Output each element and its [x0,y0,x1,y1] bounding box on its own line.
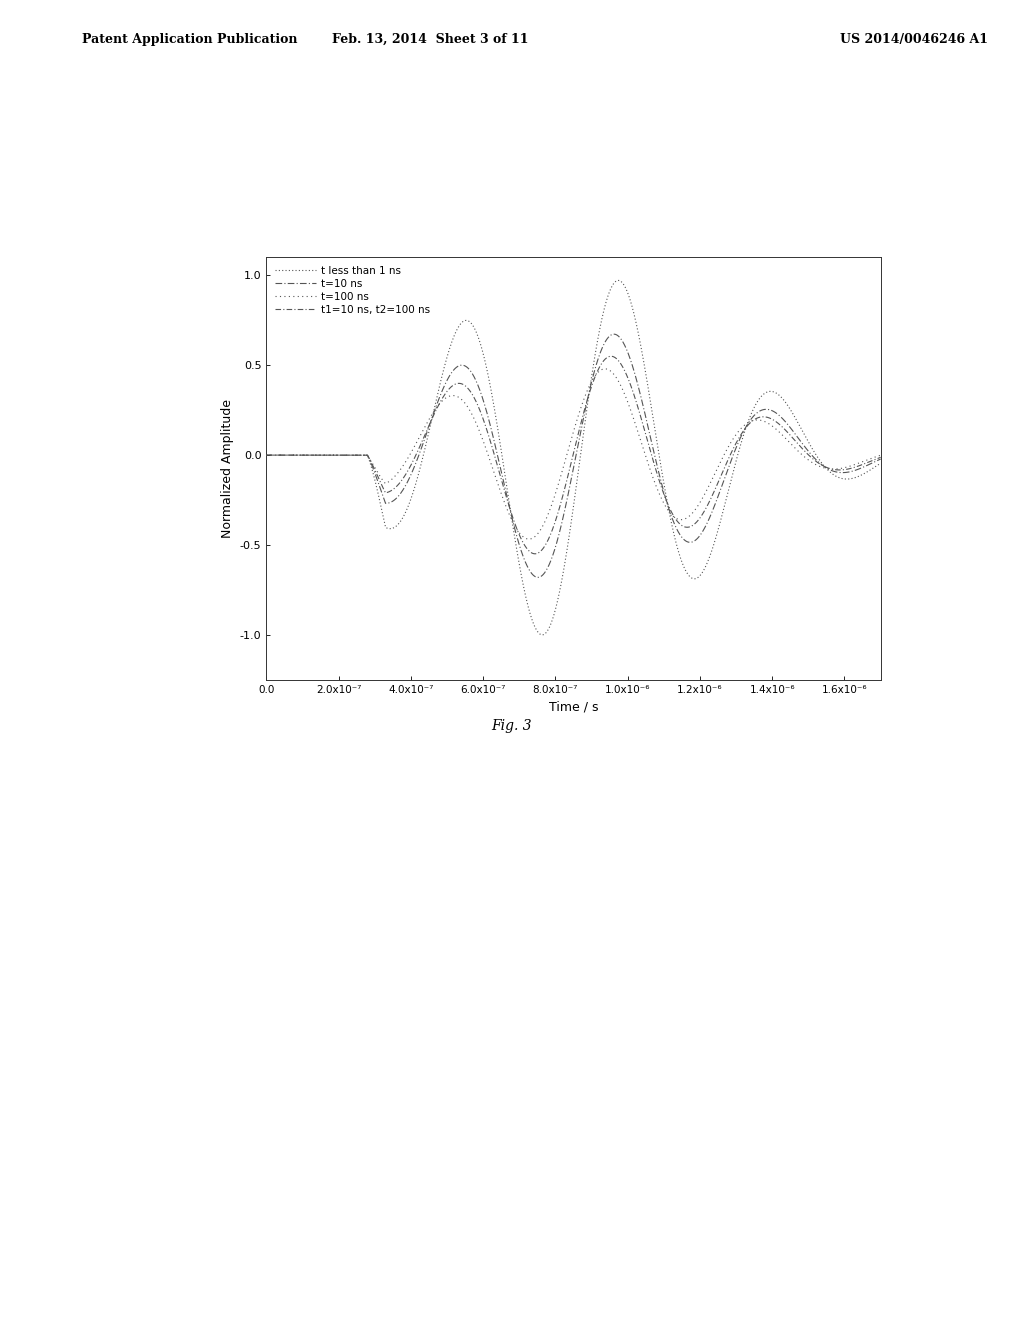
t=10 ns [874,451,887,467]
Text: Feb. 13, 2014  Sheet 3 of 11: Feb. 13, 2014 Sheet 3 of 11 [332,33,528,46]
t1=10 ns, t2=100 ns [482,428,495,444]
t less than 1 ns [612,272,625,288]
t less than 1 ns [716,508,728,524]
Line: t=100 ns: t=100 ns [266,368,881,539]
t=100 ns [482,449,495,465]
Y-axis label: Normalized Amplitude: Normalized Amplitude [221,399,234,539]
X-axis label: Time / s: Time / s [549,700,598,713]
t=10 ns [650,457,663,473]
t=10 ns [260,447,272,463]
t=100 ns [599,360,611,376]
t=100 ns [624,400,636,416]
t=10 ns [482,412,495,428]
t1=10 ns, t2=100 ns [528,546,541,562]
t less than 1 ns [624,292,636,308]
t=10 ns [716,478,728,494]
Line: t less than 1 ns: t less than 1 ns [266,280,881,635]
t less than 1 ns [537,627,549,643]
t1=10 ns, t2=100 ns [650,465,663,480]
t less than 1 ns [749,399,761,414]
t=100 ns [874,447,887,463]
t=10 ns [624,350,636,366]
t less than 1 ns [260,447,272,463]
Line: t=10 ns: t=10 ns [266,334,881,577]
t1=10 ns, t2=100 ns [749,412,761,428]
t1=10 ns, t2=100 ns [624,375,636,391]
Legend: t less than 1 ns, t=10 ns, t=100 ns, t1=10 ns, t2=100 ns: t less than 1 ns, t=10 ns, t=100 ns, t1=… [271,263,434,318]
t=100 ns [260,447,272,463]
t=10 ns [608,326,621,342]
t1=10 ns, t2=100 ns [716,466,728,482]
t less than 1 ns [291,447,303,463]
t less than 1 ns [874,455,887,471]
t1=10 ns, t2=100 ns [260,447,272,463]
Text: US 2014/0046246 A1: US 2014/0046246 A1 [840,33,988,46]
Text: Fig. 3: Fig. 3 [492,719,532,734]
t=10 ns [531,569,544,585]
t=100 ns [523,531,536,546]
t1=10 ns, t2=100 ns [291,447,303,463]
t=100 ns [650,479,663,495]
t=100 ns [716,451,728,467]
t less than 1 ns [482,370,495,385]
Line: t1=10 ns, t2=100 ns: t1=10 ns, t2=100 ns [266,356,881,554]
t less than 1 ns [650,433,663,449]
t=10 ns [291,447,303,463]
Text: Patent Application Publication: Patent Application Publication [82,33,297,46]
t=10 ns [749,407,761,422]
t=100 ns [749,412,761,428]
t1=10 ns, t2=100 ns [874,449,887,465]
t1=10 ns, t2=100 ns [605,348,617,364]
t=100 ns [291,447,303,463]
